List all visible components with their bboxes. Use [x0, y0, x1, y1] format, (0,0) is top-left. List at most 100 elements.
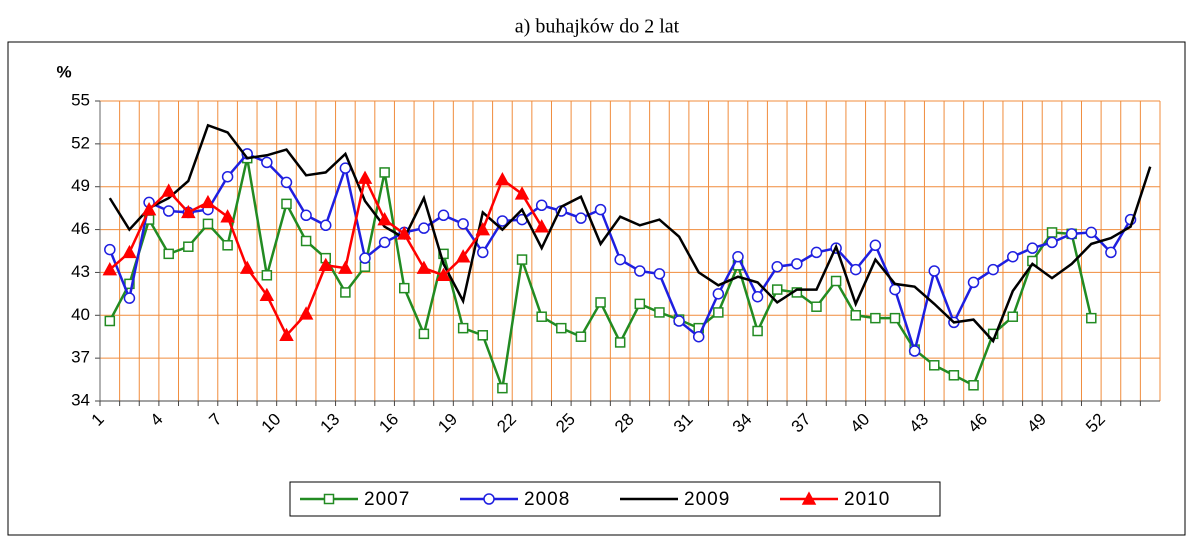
x-tick-label: 25 — [552, 410, 579, 437]
point — [318, 257, 334, 272]
x-tick-label: 19 — [434, 410, 461, 437]
y-tick-label: 34 — [71, 390, 90, 409]
point — [378, 236, 391, 249]
point — [418, 222, 430, 234]
point — [477, 246, 489, 259]
point — [534, 219, 549, 233]
point — [477, 330, 489, 341]
point — [948, 370, 960, 381]
legend-marker — [483, 493, 495, 505]
point — [122, 244, 137, 259]
x-tick-label: 52 — [1082, 410, 1109, 437]
point — [261, 156, 273, 169]
point — [141, 202, 157, 216]
point — [357, 170, 373, 184]
chart-frame — [7, 41, 1186, 536]
series-line — [108, 123, 1152, 344]
point — [654, 307, 665, 318]
y-tick-label: 43 — [71, 262, 90, 281]
point — [869, 239, 882, 252]
point — [279, 327, 294, 342]
point — [436, 267, 451, 282]
point — [497, 382, 508, 394]
point — [713, 307, 724, 318]
point — [516, 254, 528, 265]
x-tick-label: 13 — [317, 410, 344, 437]
point — [163, 248, 174, 260]
point — [281, 198, 292, 210]
point — [162, 205, 175, 217]
point — [653, 268, 666, 280]
legend-marker — [323, 493, 335, 505]
point — [712, 288, 725, 300]
point — [416, 260, 432, 274]
point — [1046, 236, 1058, 249]
point — [811, 301, 822, 312]
chart-title: a) buhajków do 2 lat — [515, 16, 680, 38]
point — [594, 203, 607, 216]
point — [1046, 227, 1058, 238]
point — [614, 337, 626, 348]
point — [614, 253, 626, 266]
point — [1086, 312, 1097, 324]
point — [475, 222, 491, 236]
y-tick-label: 55 — [71, 90, 90, 109]
point — [791, 258, 803, 270]
point — [889, 312, 901, 324]
y-tick-label: 40 — [71, 305, 90, 324]
point — [298, 306, 314, 320]
point — [220, 209, 235, 223]
x-tick-label: 31 — [670, 410, 697, 437]
point — [908, 345, 921, 357]
point — [338, 260, 353, 274]
point — [928, 265, 941, 277]
legend-marker — [801, 491, 817, 505]
x-tick-label: 22 — [493, 410, 520, 437]
x-tick-label: 28 — [611, 410, 638, 437]
x-tick-label: 43 — [905, 410, 932, 437]
point — [830, 275, 842, 287]
point — [396, 226, 412, 240]
point — [634, 298, 646, 310]
y-axis-label: % — [56, 62, 71, 81]
point — [536, 311, 547, 322]
legend-label: 2007 — [364, 489, 410, 510]
legend-label: 2008 — [524, 489, 570, 510]
point — [889, 283, 901, 296]
x-tick-label: 7 — [205, 410, 225, 430]
point — [556, 322, 567, 334]
point — [1007, 250, 1019, 263]
point — [771, 284, 783, 295]
point — [810, 246, 823, 259]
point — [222, 240, 233, 251]
x-tick-label: 1 — [88, 410, 108, 430]
point — [850, 310, 861, 321]
x-tick-label: 34 — [729, 410, 756, 437]
point — [1065, 228, 1078, 240]
point — [123, 292, 136, 304]
point — [1026, 242, 1039, 254]
point — [496, 215, 509, 227]
point — [575, 212, 587, 224]
point — [495, 172, 510, 186]
point — [104, 243, 116, 256]
point — [280, 176, 293, 189]
point — [300, 209, 312, 222]
point — [239, 260, 255, 274]
point — [104, 315, 116, 327]
point — [1105, 246, 1117, 259]
point — [455, 249, 471, 263]
y-tick-label: 49 — [71, 176, 90, 195]
point — [359, 252, 371, 264]
point — [692, 330, 705, 343]
x-tick-label: 10 — [258, 410, 285, 437]
point — [221, 170, 234, 183]
legend-label: 2009 — [684, 489, 730, 510]
point — [752, 325, 763, 337]
point — [1007, 311, 1019, 322]
point — [340, 287, 351, 298]
y-tick-label: 37 — [71, 348, 90, 367]
point — [771, 260, 783, 273]
point — [300, 235, 312, 247]
